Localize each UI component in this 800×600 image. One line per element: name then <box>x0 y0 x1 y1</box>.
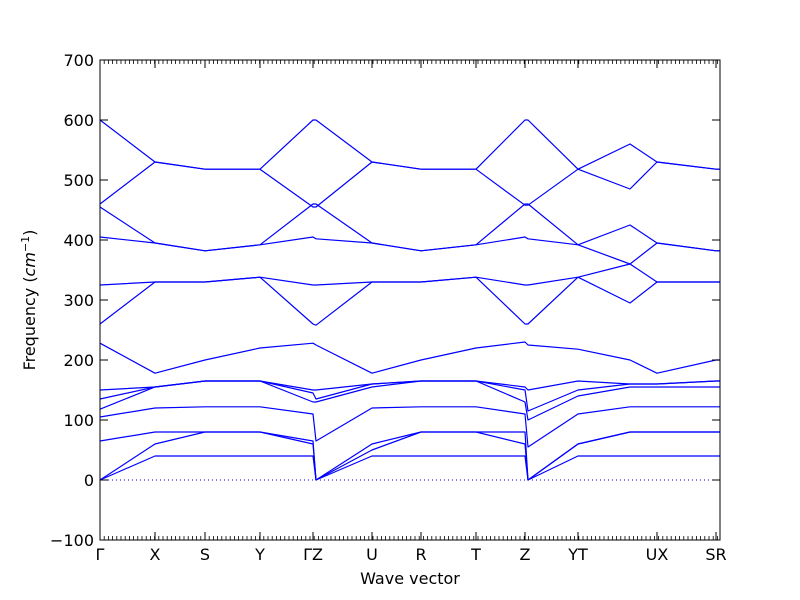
y-axis-title-exponent: −1 <box>19 236 32 252</box>
x-tick-label: UX <box>646 545 669 564</box>
y-tick-label: 600 <box>63 111 94 130</box>
y-tick-label: 300 <box>63 291 94 310</box>
x-tick-label: U <box>366 545 378 564</box>
y-axis-title: Frequency (cm−1) <box>19 230 39 371</box>
band-line-7 <box>99 380 720 391</box>
y-axis-title-unit: cm <box>20 252 39 276</box>
y-tick-label: 200 <box>63 351 94 370</box>
x-tick-label: X <box>150 545 161 564</box>
band-line-8 <box>99 341 720 374</box>
band-line-14 <box>99 119 720 170</box>
y-axis-title-main: Frequency ( <box>20 276 39 370</box>
band-line-3 <box>99 431 720 481</box>
x-tick-label: S <box>200 545 210 564</box>
y-tick-label: 500 <box>63 171 94 190</box>
plot-frame <box>99 59 721 541</box>
y-tick-label: −100 <box>50 531 94 550</box>
band-line-13 <box>99 161 720 208</box>
band-line-1 <box>99 455 720 481</box>
band-line-11 <box>99 224 720 252</box>
y-tick-label: 700 <box>63 51 94 70</box>
y-axis-title-close: ) <box>20 230 39 236</box>
band-line-12 <box>99 203 720 265</box>
band-lines <box>99 119 720 481</box>
band-line-9 <box>99 276 720 326</box>
x-tick-label: Z <box>520 545 531 564</box>
y-axis: −100 0 100 200 300 400 500 600 700 <box>50 51 720 550</box>
band-line-5 <box>99 380 720 421</box>
x-tick-label: Y <box>254 545 265 564</box>
band-line-4 <box>99 406 720 448</box>
y-tick-label: 100 <box>63 411 94 430</box>
x-tick-label: ΓZ <box>303 545 323 564</box>
x-tick-label: R <box>415 545 426 564</box>
x-tick-label: YT <box>567 545 588 564</box>
x-tick-label: Γ <box>96 545 105 564</box>
x-tick-label: SR <box>705 545 726 564</box>
y-tick-label: 400 <box>63 231 94 250</box>
band-line-10 <box>99 263 720 286</box>
x-tick-label: T <box>470 545 481 564</box>
y-tick-label: 0 <box>84 471 94 490</box>
x-axis-title: Wave vector <box>360 569 460 588</box>
x-axis: Γ X S Y ΓZ U R T Z YT UX SR <box>96 60 727 564</box>
